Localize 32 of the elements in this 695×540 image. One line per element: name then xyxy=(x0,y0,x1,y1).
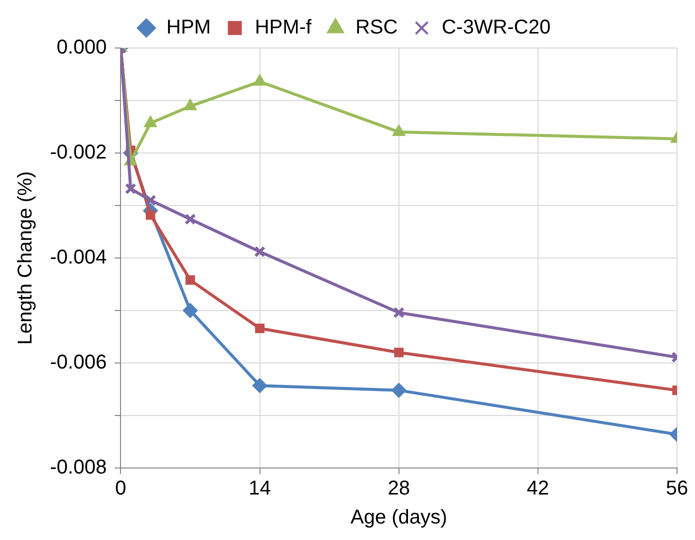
point xyxy=(146,210,156,220)
point xyxy=(252,378,268,394)
point xyxy=(144,116,158,128)
legend-label: RSC xyxy=(355,16,398,39)
x-tick-label: 28 xyxy=(388,478,410,500)
y-tick-label: -0.006 xyxy=(50,352,107,374)
y-tick-label: 0.000 xyxy=(56,36,107,59)
point xyxy=(254,246,266,258)
x-tick-label: 14 xyxy=(248,478,271,500)
point xyxy=(144,194,156,206)
point xyxy=(392,124,406,136)
y-tick-label: -0.008 xyxy=(50,456,107,479)
legend-label: C-3WR-C20 xyxy=(442,16,551,39)
y-tick-label: -0.004 xyxy=(50,246,107,269)
point xyxy=(182,303,198,318)
point xyxy=(255,324,265,334)
y-tick-label: -0.002 xyxy=(50,142,107,164)
legend-label: HPM-f xyxy=(254,16,312,39)
point xyxy=(391,382,406,398)
point xyxy=(253,74,266,86)
point xyxy=(393,306,405,318)
legend-label: HPM xyxy=(166,16,211,39)
point xyxy=(184,98,197,110)
point xyxy=(124,182,136,194)
y-axis-title: Length Change (%) xyxy=(14,171,37,345)
x-tick-label: 0 xyxy=(115,478,126,500)
point xyxy=(394,348,404,358)
x-tick-label: 42 xyxy=(526,478,550,500)
x-axis-title: Age (days) xyxy=(350,506,448,529)
point xyxy=(186,275,195,285)
point xyxy=(184,213,196,225)
x-tick-label: 56 xyxy=(666,478,688,500)
